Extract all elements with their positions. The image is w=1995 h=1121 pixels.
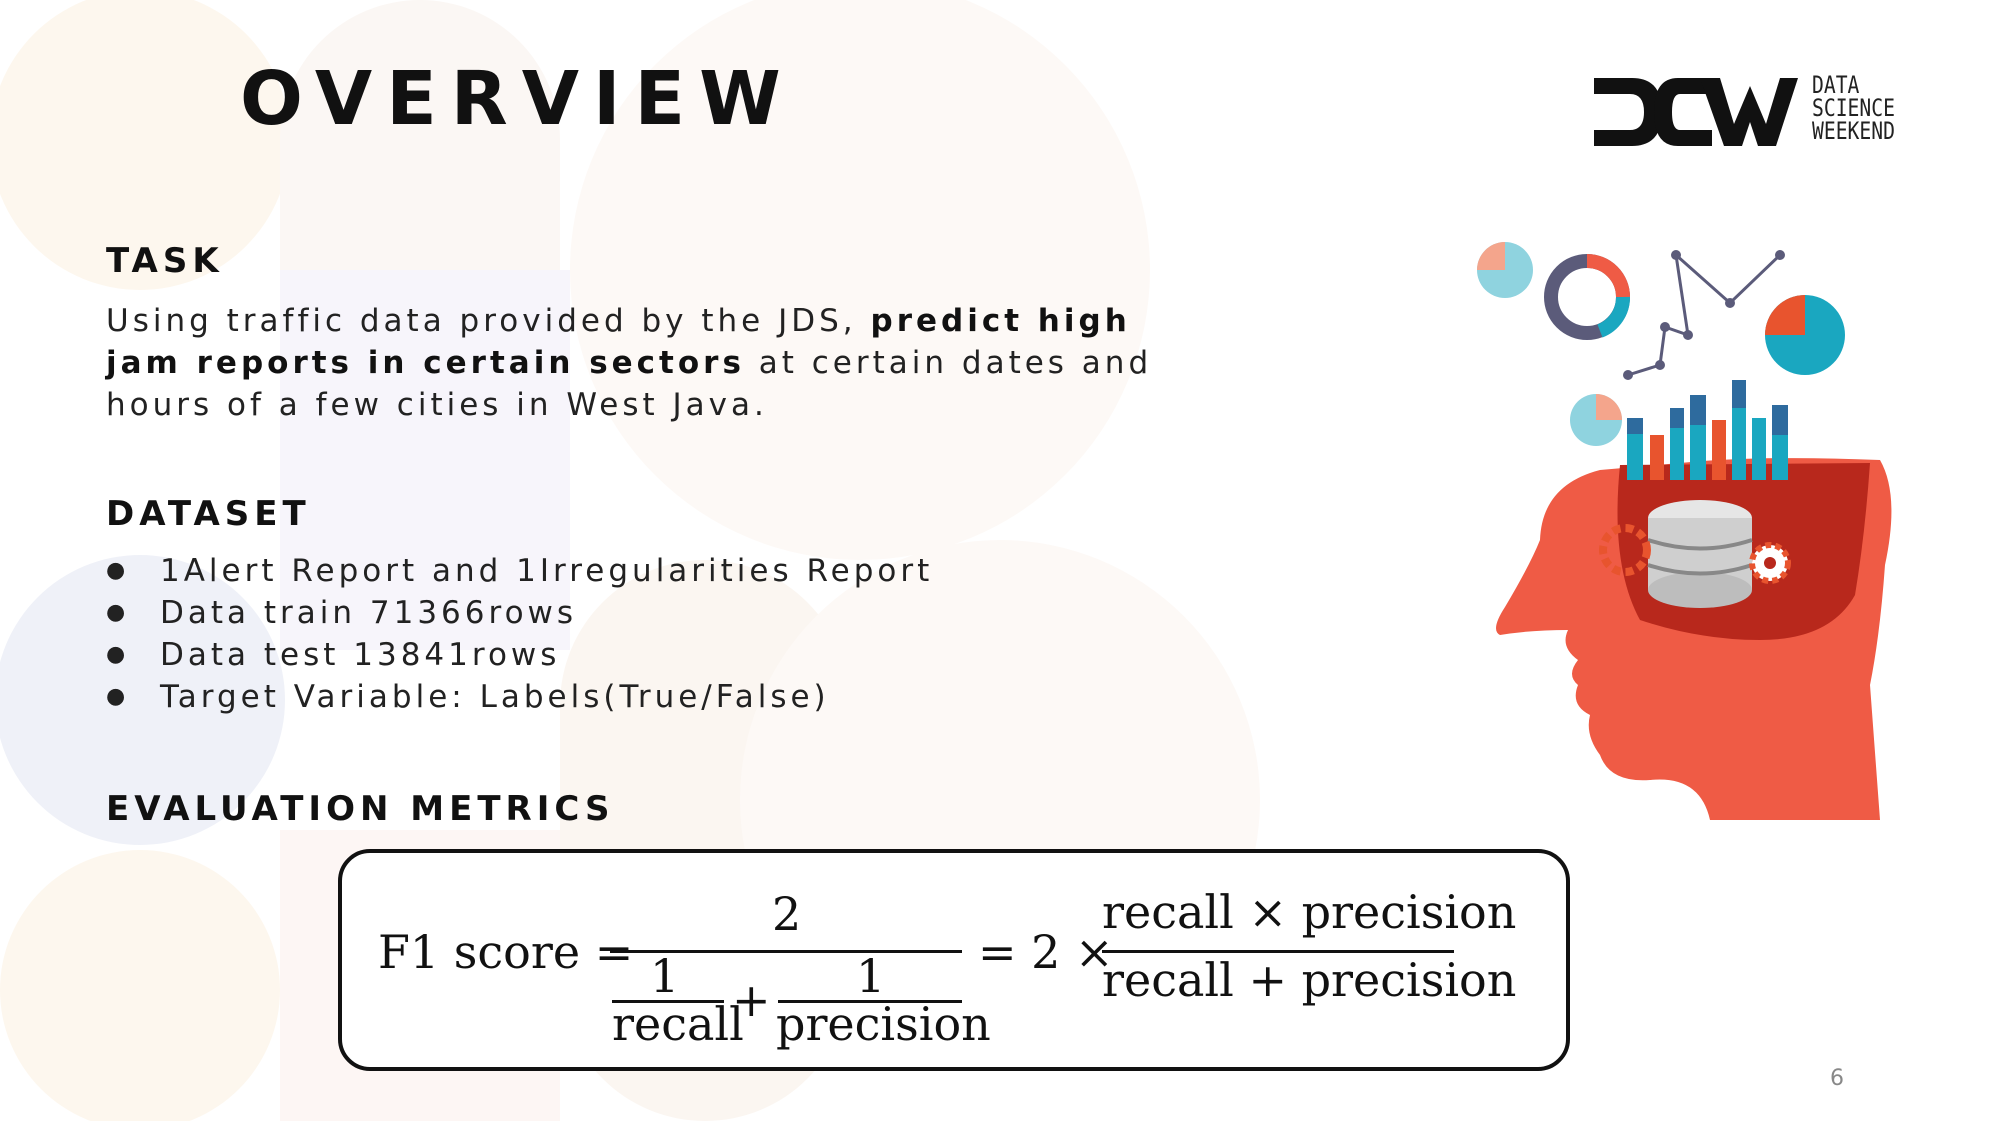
bullet: ● [106, 684, 130, 709]
formula-rhs-denominator: recall + precision [1102, 953, 1517, 1007]
task-description: Using traffic data provided by the JDS, … [106, 300, 1166, 426]
page-title: OVERVIEW [240, 56, 795, 142]
list-item-text: Data test 13841rows [160, 637, 561, 673]
bullet: ● [106, 642, 130, 667]
list-item-text: 1Alert Report and 1Irregularities Report [160, 553, 934, 589]
task-text-before: Using traffic data provided by the JDS, [106, 303, 871, 339]
dsw-logo: DATA SCIENCE WEEKEND [1592, 72, 1912, 166]
formula-lhs: F1 score = [378, 925, 634, 979]
task-heading: TASK [106, 241, 224, 281]
logo-line-weekend: WEEKEND [1812, 117, 1895, 145]
list-item: ● 1Alert Report and 1Irregularities Repor… [106, 550, 933, 592]
head-graphic-icon [1477, 242, 1892, 820]
formula-recall: recall [612, 997, 744, 1051]
metrics-heading: EVALUATION METRICS [106, 789, 615, 829]
page-number: 6 [1830, 1066, 1844, 1091]
list-item: ● Data test 13841rows [106, 634, 933, 676]
bullet: ● [106, 600, 130, 625]
list-item: ● Data train 71366rows [106, 592, 933, 634]
bullet: ● [106, 558, 130, 583]
dsw-logo-mark [1594, 78, 1798, 146]
list-item-text: Target Variable: Labels(True/False) [160, 679, 830, 715]
dataset-list: ● 1Alert Report and 1Irregularities Repor… [106, 550, 933, 718]
formula-one-b: 1 [856, 949, 886, 1003]
formula-equals-two-times: = 2 × [978, 925, 1114, 979]
fraction-bar-recall [612, 1000, 724, 1003]
fraction-bar-main [610, 950, 962, 953]
fraction-bar-precision [778, 1000, 962, 1003]
task-text-after: at certain dates and hours of a few citi… [106, 345, 1153, 423]
logo-line-science: SCIENCE [1812, 94, 1895, 122]
formula-rhs-numerator: recall × precision [1102, 885, 1517, 939]
fraction-bar-rhs [1102, 950, 1454, 953]
formula-one-a: 1 [650, 949, 680, 1003]
list-item-text: Data train 71366rows [160, 595, 578, 631]
logo-line-data: DATA [1812, 71, 1860, 99]
formula-plus: + [732, 973, 771, 1027]
list-item: ● Target Variable: Labels(True/False) [106, 676, 933, 718]
data-head-illustration [1460, 235, 1920, 839]
dataset-heading: DATASET [106, 494, 311, 534]
task-text-bold: predict high jam reports in certain sect… [106, 303, 1131, 381]
f1-formula-box: F1 score = 2 1 recall + 1 precision = 2 … [338, 849, 1570, 1071]
formula-precision: precision [776, 997, 991, 1051]
formula-numerator: 2 [772, 887, 802, 941]
